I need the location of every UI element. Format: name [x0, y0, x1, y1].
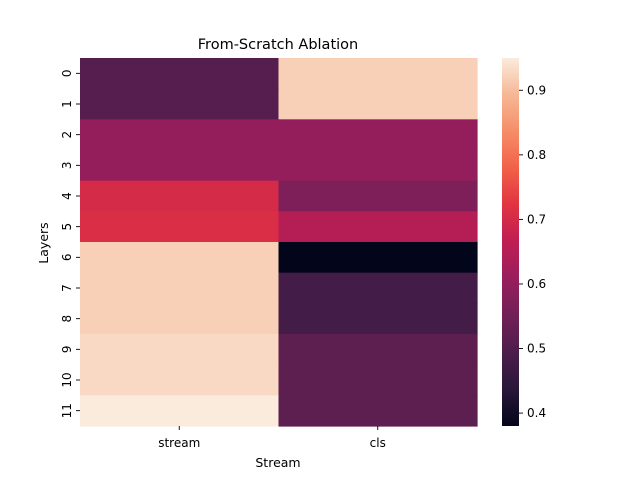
heatmap-cell [278, 180, 478, 212]
heatmap-cell [80, 119, 280, 151]
colorbar [502, 58, 519, 426]
colorbar-tick-label: 0.7 [527, 212, 546, 226]
y-tick-label: 2 [60, 131, 74, 139]
heatmap-cell [80, 211, 280, 243]
heatmap-cell [80, 334, 280, 366]
y-tick-label: 5 [60, 223, 74, 231]
heatmap-cell [80, 364, 280, 396]
y-tick-label: 4 [60, 192, 74, 200]
y-tick-label: 10 [60, 372, 74, 387]
x-tick-label: cls [370, 436, 386, 450]
colorbar-tick-label: 0.9 [527, 83, 546, 97]
y-tick-label: 11 [60, 403, 74, 418]
y-tick-label: 6 [60, 253, 74, 261]
heatmap-cell [278, 303, 478, 335]
y-tick-label: 3 [60, 161, 74, 169]
heatmap-cell [278, 88, 478, 120]
colorbar-tick-label: 0.8 [527, 148, 546, 162]
colorbar-tick-label: 0.6 [527, 277, 546, 291]
y-tick-label: 7 [60, 284, 74, 292]
heatmap-cell [278, 211, 478, 243]
heatmap-cell [80, 272, 280, 304]
heatmap-cells [80, 58, 478, 427]
heatmap-cell [278, 364, 478, 396]
heatmap-cell [278, 334, 478, 366]
heatmap-cell [80, 150, 280, 182]
heatmap-cell [80, 58, 280, 90]
chart-title: From-Scratch Ablation [198, 37, 358, 53]
heatmap-cell [278, 242, 478, 274]
heatmap-cell [80, 242, 280, 274]
heatmap-cell [278, 119, 478, 151]
colorbar-tick-label: 0.4 [527, 406, 546, 420]
y-tick-label: 8 [60, 315, 74, 323]
colorbar-tick-label: 0.5 [527, 342, 546, 356]
heatmap-cell [80, 395, 280, 427]
heatmap-cell [278, 395, 478, 427]
y-tick-label: 1 [60, 100, 74, 108]
heatmap-cell [278, 58, 478, 90]
y-tick-label: 9 [60, 345, 74, 353]
heatmap-cell [278, 150, 478, 182]
x-axis-ticks: stream cls [158, 426, 386, 450]
heatmap-cell [80, 303, 280, 335]
colorbar-ticks: 0.4 0.5 0.6 0.7 0.8 0.9 [519, 83, 546, 420]
x-axis-label: Stream [255, 455, 300, 470]
y-axis-label: Layers [36, 222, 51, 263]
y-axis-ticks: 0 1 2 3 4 5 6 7 8 9 10 11 [60, 69, 80, 418]
heatmap-cell [80, 88, 280, 120]
heatmap-cell [80, 180, 280, 212]
y-tick-label: 0 [60, 69, 74, 77]
heatmap-cell [278, 272, 478, 304]
x-tick-label: stream [158, 436, 200, 450]
